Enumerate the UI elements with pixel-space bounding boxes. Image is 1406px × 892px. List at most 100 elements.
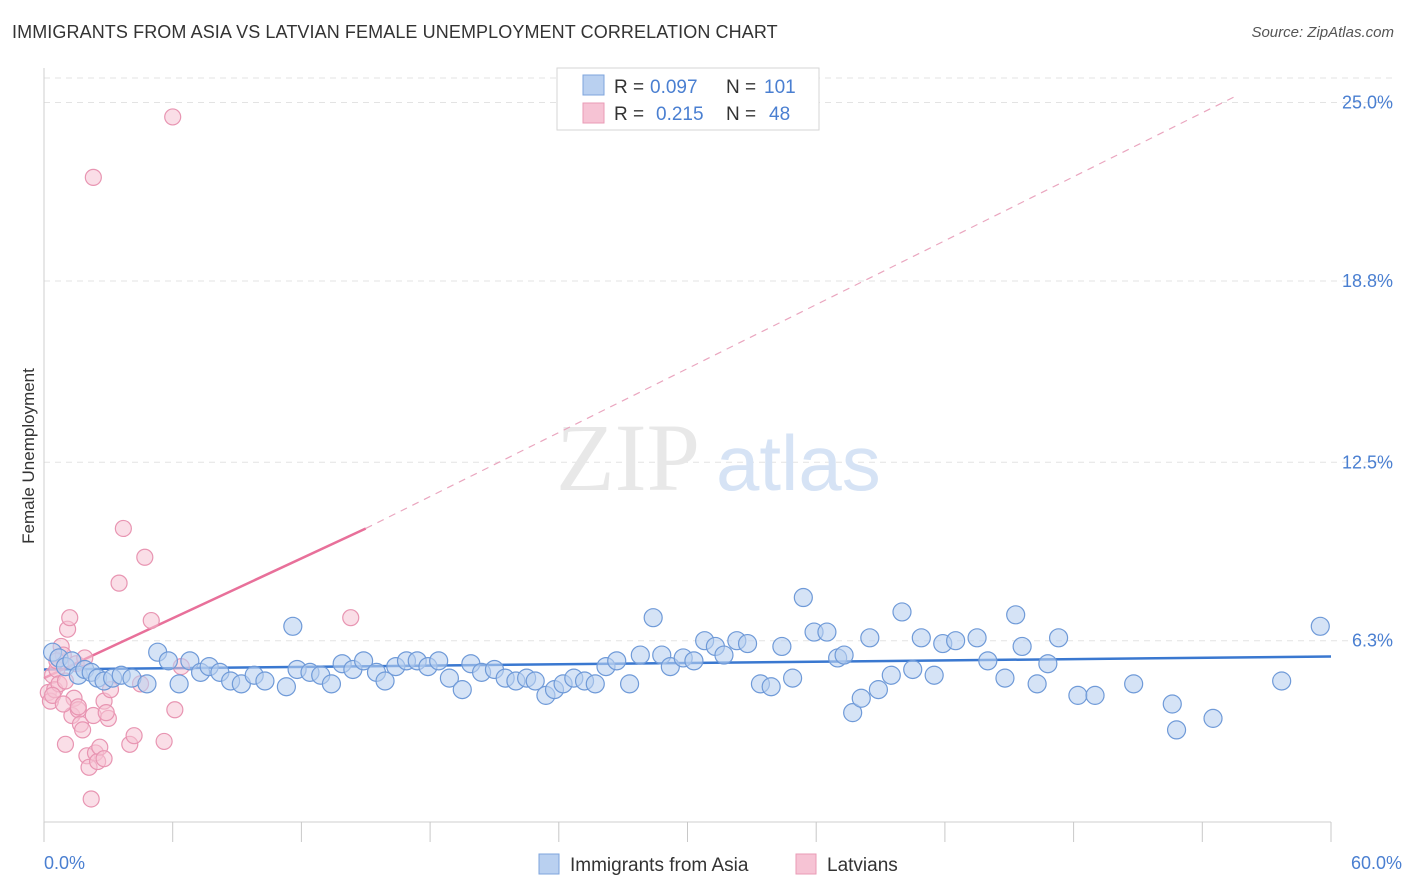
bottom-legend-swatch-asia	[538, 853, 560, 875]
asia-point	[607, 651, 627, 671]
asia-point	[1085, 685, 1105, 705]
asia-point	[684, 651, 704, 671]
watermark-zip: ZIP	[556, 404, 700, 511]
asia-point	[452, 680, 472, 700]
legend-swatch-latvians	[582, 102, 605, 124]
asia-point	[585, 674, 605, 694]
asia-point	[1272, 671, 1292, 691]
asia-point	[1124, 674, 1144, 694]
asia-point	[834, 645, 854, 665]
trend-line-latvians	[43, 527, 367, 680]
legend-n-label-1: N =	[726, 77, 756, 98]
asia-point	[525, 671, 545, 691]
asia-point	[892, 602, 912, 622]
legend-swatch-asia	[582, 74, 605, 96]
asia-point	[851, 688, 871, 708]
legend-r-value-1: 0.097	[650, 77, 698, 98]
asia-point	[783, 668, 803, 688]
latvians-point	[82, 790, 100, 808]
latvians-point	[114, 519, 132, 538]
latvians-point	[142, 611, 160, 630]
latvians-point	[164, 108, 182, 126]
latvians-point	[97, 704, 115, 722]
watermark-atlas: atlas	[716, 419, 881, 507]
asia-point	[354, 651, 374, 671]
asia-point	[429, 651, 449, 671]
asia-point	[1203, 708, 1223, 728]
asia-point	[995, 668, 1015, 688]
grid-lines	[44, 77, 1393, 642]
latvians-point	[56, 735, 75, 753]
latvians-point	[69, 698, 87, 716]
latvians-point	[74, 721, 92, 739]
asia-point	[255, 671, 275, 691]
asia-point	[1038, 654, 1058, 674]
asia-point	[276, 677, 296, 697]
asia-point	[1012, 636, 1032, 657]
bottom-legend-asia: Immigrants from Asia	[570, 855, 749, 876]
bottom-legend-latvians: Latvians	[827, 855, 898, 876]
asia-point	[737, 633, 758, 654]
x-tick-label-min: 0.0%	[44, 853, 85, 873]
latvians-point	[155, 732, 173, 751]
asia-point	[169, 674, 189, 694]
latvians-point	[54, 695, 72, 713]
chart-title: IMMIGRANTS FROM ASIA VS LATVIAN FEMALE U…	[12, 22, 778, 42]
asia-point	[924, 665, 944, 685]
asia-point	[903, 659, 923, 680]
asia-point	[1310, 616, 1330, 636]
asia-points	[42, 587, 1330, 740]
y-axis-label: Female Unemployment	[19, 368, 38, 544]
trend-line-latvians-extended	[365, 96, 1235, 529]
asia-point	[158, 651, 179, 671]
asia-point	[137, 674, 157, 694]
asia-point	[439, 668, 460, 688]
asia-point	[1068, 685, 1088, 705]
x-tick-label-max: 60.0%	[1351, 853, 1402, 873]
latvians-point	[166, 701, 184, 719]
latvians-point	[110, 574, 128, 592]
asia-point	[619, 674, 640, 694]
asia-point	[630, 645, 650, 665]
asia-point	[761, 677, 781, 697]
asia-point	[321, 674, 342, 694]
latvians-point	[61, 609, 79, 627]
legend-r-label-2: R =	[614, 104, 644, 125]
asia-point	[1048, 628, 1069, 648]
asia-point	[1006, 605, 1026, 625]
asia-point	[843, 703, 863, 723]
latvians-point	[136, 548, 154, 566]
asia-point	[772, 636, 792, 657]
asia-point	[793, 587, 813, 608]
asia-point	[978, 651, 998, 671]
asia-point	[817, 622, 837, 642]
legend-n-label-2: N =	[726, 104, 756, 125]
latvians-point	[95, 750, 113, 768]
trend-lines	[43, 96, 1332, 680]
latvians-points	[39, 108, 360, 808]
asia-point	[1027, 674, 1047, 694]
legend: R = 0.097 N = 101 R = 0.215 N = 48	[556, 67, 820, 131]
asia-point	[1162, 694, 1182, 714]
y-tick-label: 12.5%	[1342, 452, 1393, 472]
watermark: ZIP atlas	[556, 404, 881, 511]
y-tick-labels: 6.3% 12.5% 18.8% 25.0%	[1342, 93, 1393, 651]
legend-r-label-1: R =	[614, 77, 644, 98]
asia-point	[714, 645, 734, 665]
x-ticks	[43, 822, 1332, 842]
latvians-point	[125, 727, 143, 745]
legend-n-value-1: 101	[764, 77, 796, 98]
y-tick-label: 6.3%	[1352, 631, 1393, 651]
latvians-point	[84, 168, 102, 186]
source-label: Source: ZipAtlas.com	[1251, 24, 1394, 41]
asia-point	[860, 628, 880, 648]
asia-point	[946, 631, 966, 651]
y-tick-label: 25.0%	[1342, 93, 1393, 113]
asia-point	[1166, 720, 1187, 740]
asia-point	[967, 628, 987, 648]
asia-point	[911, 628, 931, 648]
asia-point	[643, 608, 663, 628]
asia-point	[868, 680, 889, 700]
y-tick-label: 18.8%	[1342, 271, 1393, 291]
